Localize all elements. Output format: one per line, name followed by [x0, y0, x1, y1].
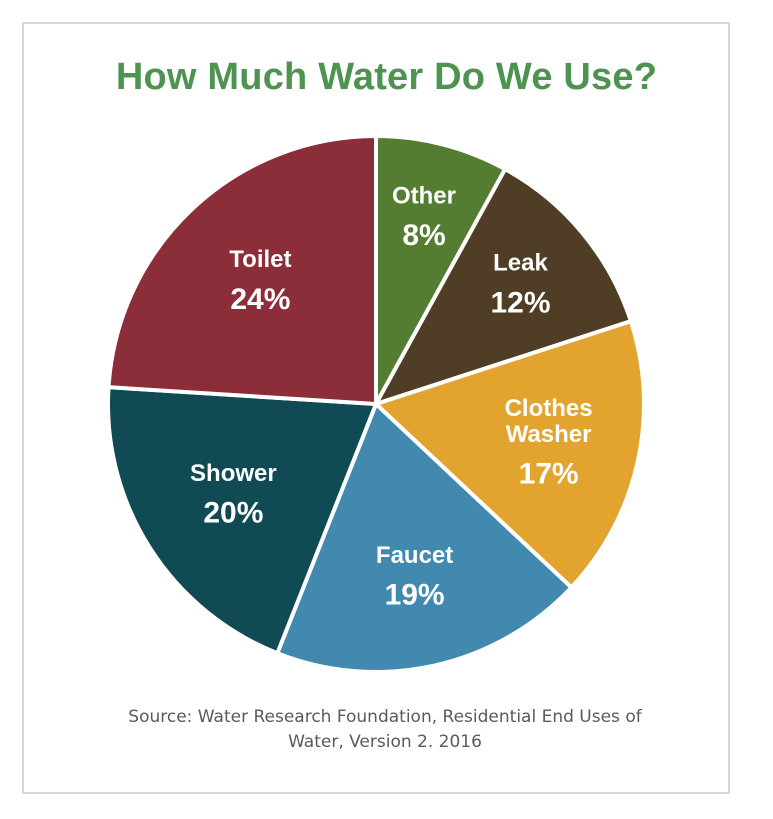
slice-label-toilet: Toilet	[229, 246, 291, 273]
slice-label-clothes-washer-line-1: Clothes	[505, 395, 593, 422]
pie-slice-clothes-washer	[374, 319, 646, 590]
slice-value-clothes-washer: 17%	[519, 458, 579, 491]
source-line-1: Source: Water Research Foundation, Resid…	[128, 707, 642, 727]
slice-label-shower: Shower	[190, 460, 277, 487]
slice-label-clothes-washer-line-2: Washer	[506, 421, 592, 448]
slice-value-leak: 12%	[490, 286, 550, 319]
pie-slice-toilet	[106, 134, 378, 406]
pie-slice-shower	[106, 385, 378, 656]
chart-source: Source: Water Research Foundation, Resid…	[60, 705, 710, 755]
slice-value-toilet: 24%	[230, 283, 290, 316]
slice-value-faucet: 19%	[385, 579, 445, 612]
pie-slice-other	[374, 134, 508, 406]
slice-value-shower: 20%	[203, 496, 263, 529]
slice-label-faucet: Faucet	[376, 542, 453, 569]
pie-slice-leak	[374, 167, 633, 406]
slice-label-other: Other	[392, 182, 456, 209]
pie-slices	[106, 134, 646, 674]
chart-title: How Much Water Do We Use?	[115, 56, 658, 98]
slice-label-leak: Leak	[493, 250, 548, 277]
source-line-2: Water, Version 2. 2016	[288, 732, 482, 752]
slice-value-other: 8%	[402, 219, 445, 252]
